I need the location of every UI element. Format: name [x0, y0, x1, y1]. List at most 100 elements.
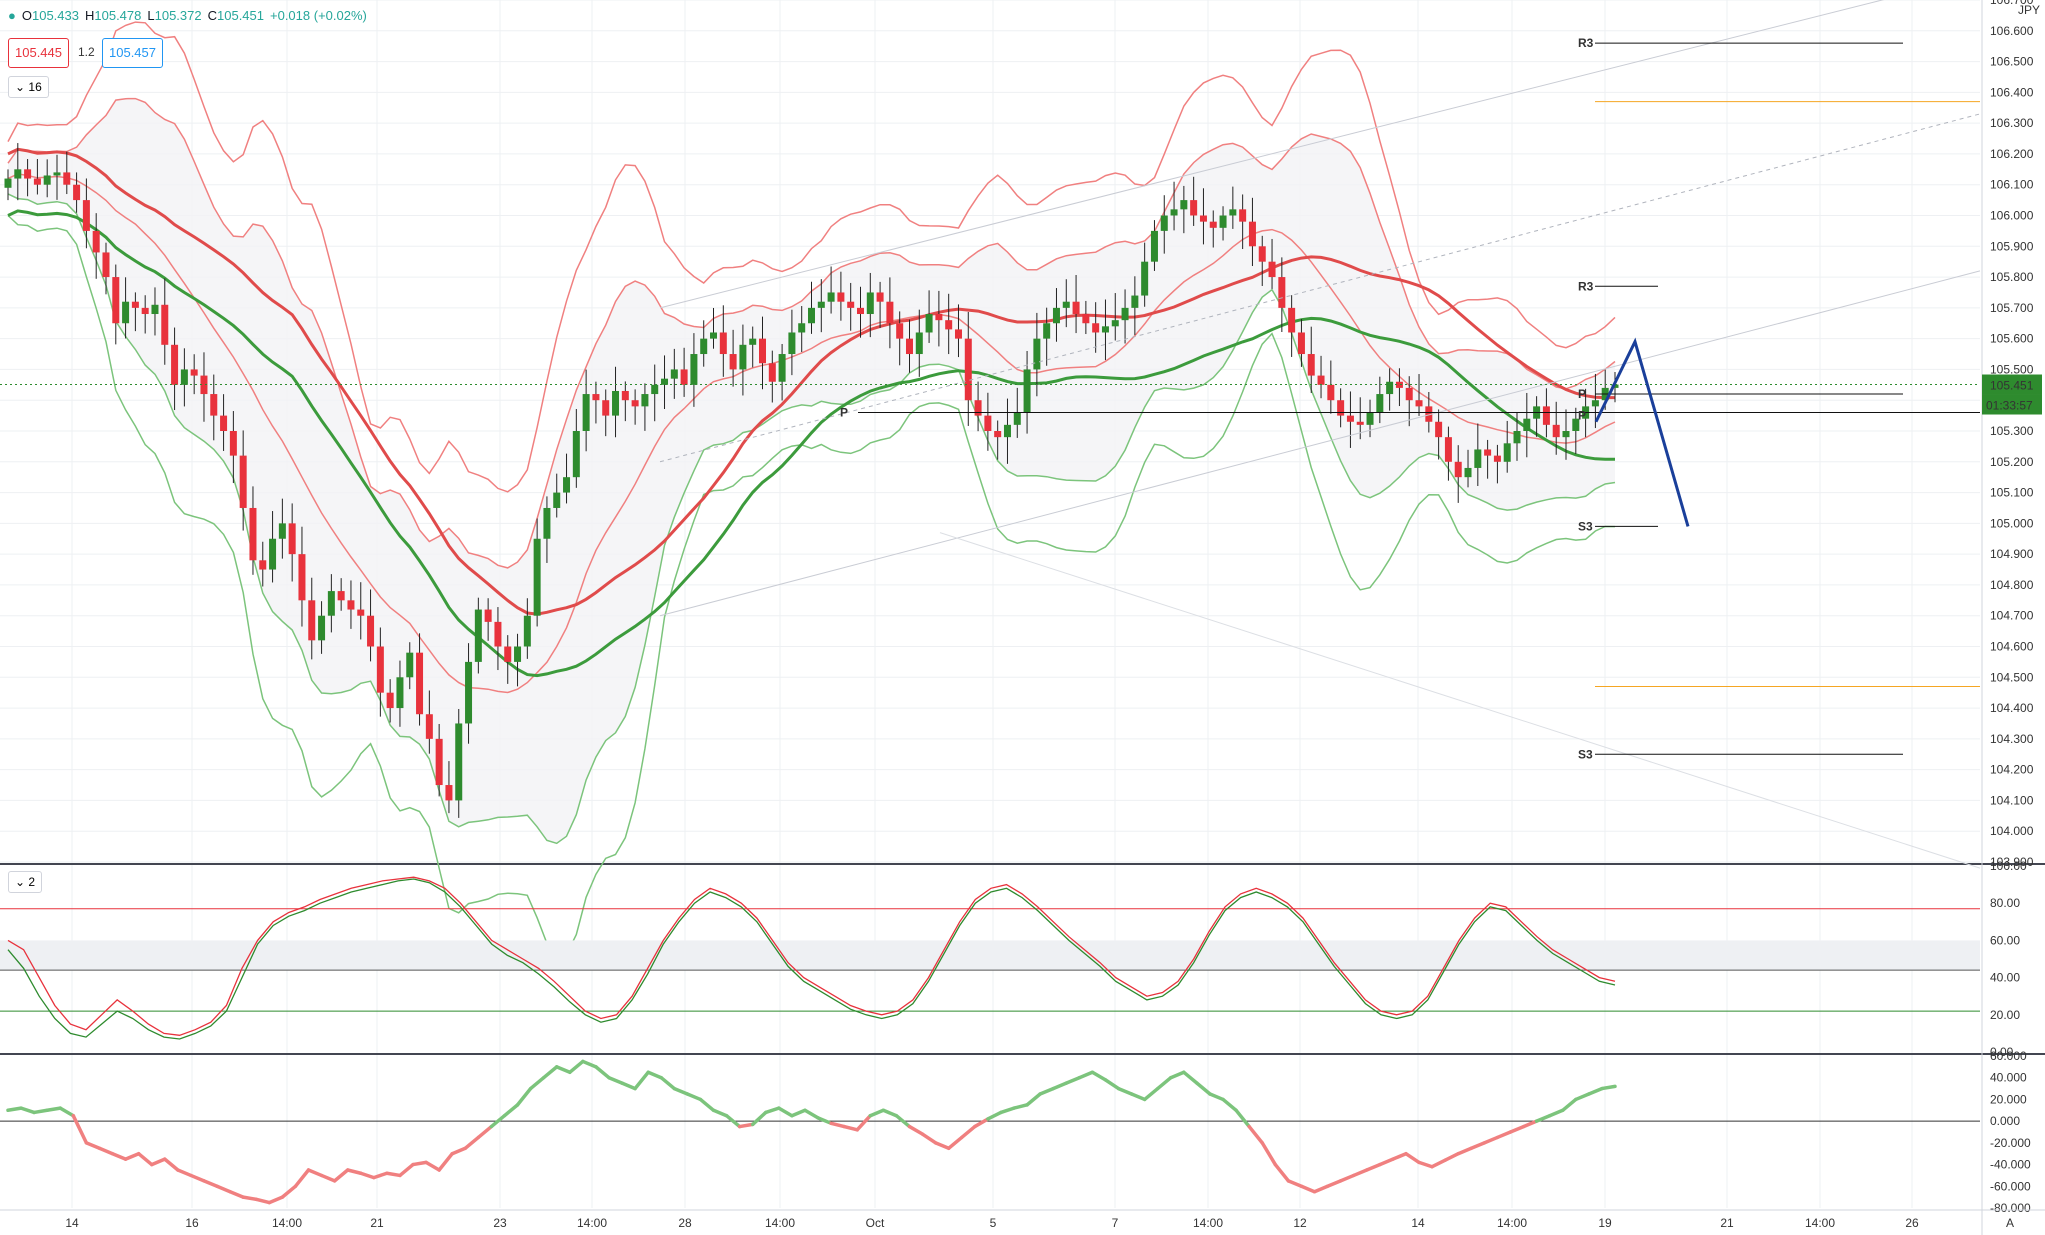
momentum-segment	[1221, 1097, 1238, 1113]
momentum-segment	[6, 1106, 23, 1113]
candle-body	[1337, 400, 1345, 416]
stoch-tick: 100.00	[1990, 859, 2027, 873]
momentum-segment	[842, 1124, 859, 1132]
price-tick: 106.300	[1990, 116, 2034, 130]
candle-body	[798, 323, 806, 333]
candle-body	[43, 175, 51, 185]
close-label: C	[207, 8, 217, 23]
candle-body	[994, 431, 1002, 438]
candle-body	[396, 677, 404, 709]
momentum-segment	[1456, 1146, 1474, 1156]
momentum-segment	[372, 1171, 389, 1180]
momentum-segment	[463, 1135, 481, 1151]
candle-body	[190, 369, 198, 376]
momentum-segment	[332, 1168, 350, 1183]
candle-body	[1003, 424, 1011, 438]
candle-body	[102, 252, 110, 278]
candle-body	[474, 609, 482, 662]
candle-body	[543, 507, 551, 539]
candle-body	[1572, 418, 1580, 431]
candle-body	[808, 307, 815, 324]
candle-body	[1121, 307, 1129, 321]
momentum-segment	[1064, 1075, 1082, 1085]
candle-body	[1209, 221, 1217, 228]
candle-body	[1523, 418, 1531, 431]
momentum-segment	[959, 1124, 977, 1140]
candle-body	[14, 169, 22, 179]
momentum-segment	[777, 1106, 794, 1118]
stoch-tick: 40.00	[1990, 971, 2020, 985]
candle-body	[1258, 246, 1266, 262]
momentum-segment	[123, 1151, 141, 1161]
candle-body	[4, 178, 12, 188]
stochastic-pane-toggle[interactable]: ⌄ 2	[8, 871, 43, 893]
momentum-segment	[1077, 1070, 1095, 1080]
candle-body	[1454, 461, 1462, 478]
candle-body	[1356, 421, 1364, 425]
time-tick: Oct	[866, 1216, 885, 1230]
candle-body	[1101, 326, 1109, 333]
momentum-segment	[97, 1146, 115, 1156]
time-tick: 26	[1905, 1216, 1919, 1230]
price-tick: 106.500	[1990, 55, 2034, 69]
candle-body	[318, 615, 326, 641]
candle-body	[935, 314, 943, 321]
candle-body	[239, 455, 247, 508]
candle-body	[759, 338, 767, 364]
momentum-segment	[1417, 1160, 1434, 1169]
buy-price-button[interactable]: 105.457	[102, 38, 163, 68]
ohlc-legend: ● O105.433 H105.478 L105.372 C105.451 +0…	[8, 8, 367, 23]
momentum-segment	[816, 1116, 833, 1126]
candle-body	[1591, 400, 1599, 407]
candle-body	[1562, 431, 1570, 438]
candle-body	[367, 615, 375, 647]
time-tick: 14	[65, 1216, 79, 1230]
candle-body	[73, 184, 81, 201]
candle-body	[151, 304, 159, 315]
momentum-segment	[698, 1097, 716, 1113]
momentum-segment	[58, 1106, 76, 1118]
sell-price-button[interactable]: 105.445	[8, 38, 69, 68]
candle-body	[719, 332, 727, 355]
candle-body	[425, 714, 433, 739]
candle-body	[1111, 320, 1119, 327]
candle-body	[974, 400, 982, 416]
momentum-segment	[1025, 1092, 1042, 1107]
price-tick: 104.700	[1990, 609, 2034, 623]
time-tick: 14:00	[1193, 1216, 1223, 1230]
momentum-segment	[241, 1195, 258, 1202]
momentum-segment	[489, 1113, 507, 1129]
candle-body	[229, 431, 237, 456]
momentum-segment	[1560, 1097, 1578, 1113]
momentum-segment	[437, 1151, 454, 1172]
momentum-segment	[476, 1124, 494, 1140]
candle-body	[1219, 215, 1227, 228]
pane-collapse-button[interactable]: ⌄ 16	[8, 76, 49, 98]
candle-body	[905, 338, 913, 355]
pivot-r3-label: R3	[1578, 36, 1594, 50]
momentum-segment	[633, 1070, 650, 1091]
momentum-segment	[868, 1108, 886, 1118]
momentum-segment	[280, 1184, 298, 1199]
price-tick: 105.600	[1990, 332, 2034, 346]
time-axis[interactable]: 14 16 14:00 21 23 14:00 28 14:00 Oct 5 7 14:00 12 14 1…	[0, 1209, 2045, 1230]
time-tick: 14	[1411, 1216, 1425, 1230]
candle-body	[817, 301, 825, 308]
time-tick: 16	[185, 1216, 199, 1230]
price-tick: 106.000	[1990, 209, 2034, 223]
candle-body	[651, 384, 659, 395]
middle-band	[7, 173, 1616, 694]
price-tick: 105.800	[1990, 270, 2034, 284]
candle-body	[24, 169, 32, 179]
momentum-segment	[1404, 1151, 1421, 1165]
momentum-segment	[1338, 1173, 1356, 1183]
candle-body	[1474, 449, 1482, 468]
candle-body	[670, 369, 678, 379]
momentum-segment	[554, 1065, 572, 1075]
momentum-segment	[1521, 1119, 1539, 1129]
candle-body	[1386, 381, 1394, 395]
momentum-segment	[764, 1106, 781, 1115]
price-tick: 103.900	[1990, 855, 2034, 869]
